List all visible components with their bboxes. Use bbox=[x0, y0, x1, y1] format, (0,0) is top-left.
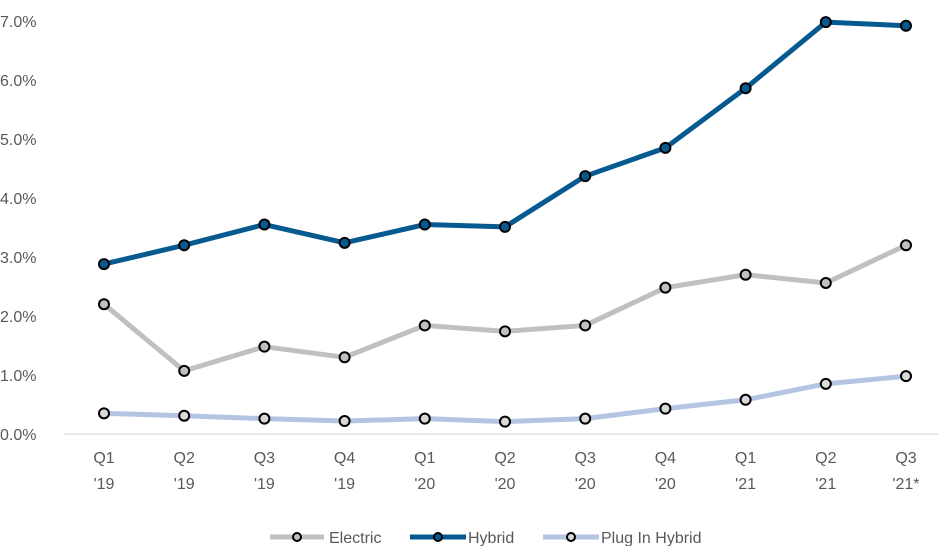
x-tick-label-quarter: Q2 bbox=[815, 450, 836, 467]
hybrid-point bbox=[499, 220, 511, 233]
hybrid-point bbox=[418, 218, 431, 231]
y-tick-label: 5.0% bbox=[0, 132, 36, 149]
hybrid-point bbox=[258, 218, 271, 231]
legend-item-plug-in-hybrid: Plug In Hybrid bbox=[543, 530, 702, 546]
x-tick-label-quarter: Q4 bbox=[334, 450, 355, 467]
electric-point bbox=[338, 351, 351, 364]
series-markers bbox=[98, 16, 912, 428]
electric-point bbox=[819, 276, 832, 289]
plug-in-hybrid-point bbox=[418, 412, 431, 425]
electric-series-line bbox=[101, 242, 909, 374]
x-tick-label-year: '19 bbox=[94, 476, 115, 493]
electric-point bbox=[739, 268, 752, 281]
electric-point bbox=[659, 281, 672, 294]
plug-in-hybrid-point bbox=[819, 377, 832, 390]
x-tick-label-quarter: Q1 bbox=[93, 450, 114, 467]
y-tick-label: 2.0% bbox=[0, 309, 36, 326]
hybrid-point bbox=[579, 170, 592, 183]
x-tick-label-quarter: Q1 bbox=[414, 450, 435, 467]
x-tick-label-quarter: Q1 bbox=[735, 450, 756, 467]
plug-in-hybrid-point bbox=[258, 412, 271, 425]
plug-in-hybrid-point bbox=[338, 415, 351, 428]
x-tick-label-year: '19 bbox=[334, 476, 355, 493]
x-tick-label-year: '20 bbox=[495, 476, 516, 493]
x-tick-label-year: '20 bbox=[655, 476, 676, 493]
plug-in-hybrid-point bbox=[900, 370, 912, 383]
x-tick-label-quarter: Q2 bbox=[174, 450, 195, 467]
x-tick-label-quarter: Q2 bbox=[494, 450, 515, 467]
x-tick-label-quarter: Q4 bbox=[655, 450, 676, 467]
legend-swatch-marker bbox=[292, 532, 302, 542]
plug-in-hybrid-point bbox=[659, 402, 672, 415]
electric-point bbox=[98, 298, 110, 311]
x-tick-label-year: '21* bbox=[892, 476, 919, 493]
x-tick-label-year: '21 bbox=[735, 476, 756, 493]
x-tick-label-year: '19 bbox=[254, 476, 275, 493]
x-tick-label-year: '21 bbox=[815, 476, 836, 493]
electric-point bbox=[900, 239, 912, 252]
y-tick-label: 0.0% bbox=[0, 427, 36, 444]
hybrid-point bbox=[178, 239, 191, 252]
x-tick-label-quarter: Q3 bbox=[895, 450, 916, 467]
plug-in-hybrid-point bbox=[98, 407, 110, 420]
legend-swatch-marker bbox=[566, 532, 576, 542]
electric-point bbox=[418, 319, 431, 332]
legend-label: Electric bbox=[329, 530, 381, 546]
y-axis-ticks: 0.0% 1.0% 2.0% 3.0% 4.0% 5.0% 6.0% 7.0% bbox=[0, 14, 36, 444]
x-tick-label-quarter: Q3 bbox=[575, 450, 596, 467]
hybrid-point bbox=[659, 141, 672, 154]
x-tick-label-year: '20 bbox=[414, 476, 435, 493]
hybrid-point bbox=[338, 236, 351, 249]
y-tick-label: 1.0% bbox=[0, 368, 36, 385]
hybrid-point bbox=[900, 19, 912, 32]
plug-in-hybrid-point bbox=[579, 412, 592, 425]
y-tick-label: 4.0% bbox=[0, 191, 36, 208]
plug-in-hybrid-point bbox=[499, 415, 511, 428]
y-tick-label: 3.0% bbox=[0, 250, 36, 267]
x-axis-ticks: Q1 '19 Q2 '19 Q3 '19 Q4 '19 Q1 '20 Q2 '20 Q3 '20 Q4 '20… bbox=[93, 450, 919, 493]
legend-label: Plug In Hybrid bbox=[601, 530, 702, 546]
plug-in-hybrid-point bbox=[739, 393, 752, 406]
x-tick-label-year: '19 bbox=[174, 476, 195, 493]
hybrid-point bbox=[819, 16, 832, 29]
legend-swatch-marker bbox=[433, 532, 443, 542]
y-tick-label: 7.0% bbox=[0, 14, 36, 31]
electric-point bbox=[178, 364, 191, 377]
electric-point bbox=[499, 325, 511, 338]
electric-point bbox=[258, 340, 271, 353]
x-tick-label-year: '20 bbox=[575, 476, 596, 493]
legend-label: Hybrid bbox=[468, 530, 514, 546]
electric-point bbox=[579, 319, 592, 332]
hybrid-point bbox=[739, 82, 752, 95]
x-tick-label-quarter: Q3 bbox=[254, 450, 275, 467]
hybrid-point bbox=[98, 258, 110, 271]
legend: Electric Hybrid Plug In Hybrid bbox=[270, 530, 702, 546]
plug-in-hybrid-series-line bbox=[101, 373, 909, 425]
legend-item-hybrid: Hybrid bbox=[410, 530, 514, 546]
y-tick-label: 6.0% bbox=[0, 73, 36, 90]
legend-item-electric: Electric bbox=[270, 530, 381, 546]
plug-in-hybrid-point bbox=[178, 409, 191, 422]
